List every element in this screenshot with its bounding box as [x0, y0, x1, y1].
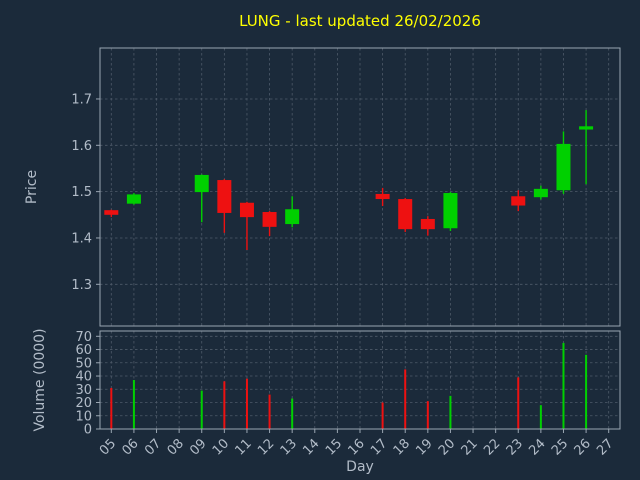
candle-body	[511, 196, 526, 206]
volume-bar	[110, 387, 113, 429]
volume-tick-label: 0	[84, 423, 92, 438]
volume-tick-label: 10	[75, 409, 92, 424]
volume-tick-label: 40	[75, 370, 92, 385]
candle-body	[398, 199, 413, 230]
candle-body	[262, 212, 277, 227]
price-tick-label: 1.4	[71, 231, 92, 246]
volume-tick-label: 30	[75, 383, 92, 398]
volume-bar	[291, 398, 294, 429]
candle-body	[217, 180, 232, 213]
candle-body	[375, 193, 390, 200]
volume-tick-label: 50	[75, 356, 92, 371]
volume-tick-label: 70	[75, 330, 92, 345]
volume-bar	[517, 377, 520, 429]
candle-body	[285, 209, 300, 225]
volume-bar	[268, 394, 271, 429]
price-tick-label: 1.3	[71, 278, 92, 293]
price-axis-label: Price	[24, 170, 40, 204]
candle-body	[104, 210, 119, 215]
volume-bar	[585, 354, 588, 429]
x-axis-label: Day	[346, 459, 374, 475]
volume-bar	[426, 401, 429, 429]
volume-bar	[449, 395, 452, 429]
price-tick-label: 1.7	[71, 92, 92, 107]
candle-body	[420, 218, 435, 230]
volume-bar	[562, 342, 565, 429]
price-tick-label: 1.5	[71, 185, 92, 200]
candle-body	[579, 126, 594, 130]
volume-bar	[200, 390, 203, 429]
volume-bar	[223, 381, 226, 429]
plot-area: 05 06 07 08 09 10 11 12 13 14 15 16 17 18 19 20 21 22 23 24…	[71, 47, 621, 459]
volume-bar	[404, 369, 407, 429]
candle-body	[556, 143, 571, 191]
chart-title: LUNG - last updated 26/02/2026	[239, 12, 481, 30]
volume-bar	[381, 402, 384, 429]
candle-body	[194, 174, 209, 193]
volume-axis-label: Volume (0000)	[32, 328, 48, 431]
volume-bar	[245, 378, 248, 429]
volume-bar	[132, 380, 135, 429]
volume-tick-label: 60	[75, 343, 92, 358]
price-tick-label: 1.6	[71, 139, 92, 154]
price-panel-border	[99, 47, 621, 327]
candle-body	[126, 194, 141, 204]
volume-panel-border	[99, 330, 621, 430]
volume-bar	[539, 405, 542, 429]
candle-body	[239, 202, 254, 218]
volume-tick-label: 20	[75, 396, 92, 411]
candle-body	[533, 188, 548, 198]
candle-body	[443, 193, 458, 229]
